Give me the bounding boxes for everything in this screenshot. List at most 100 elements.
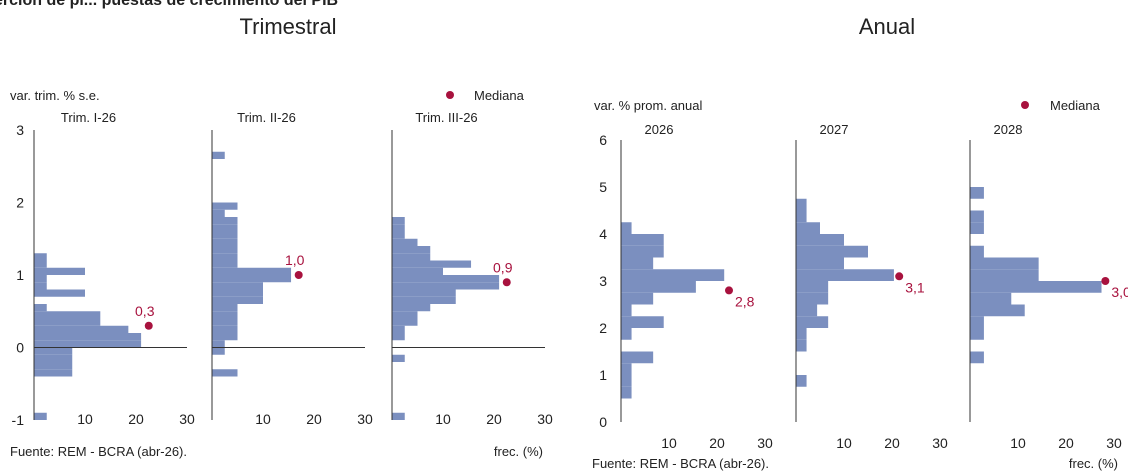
x-tick-label: 20 xyxy=(709,435,725,451)
x-tick-label: 10 xyxy=(77,411,93,427)
histogram-bar xyxy=(796,292,829,305)
x-tick-label: 30 xyxy=(757,435,773,451)
y-tick-label: 5 xyxy=(599,179,607,195)
histogram-bar xyxy=(796,257,844,270)
median-point xyxy=(294,271,303,279)
histogram-bar xyxy=(392,217,405,225)
y-tick-label: 6 xyxy=(599,132,607,148)
histogram-bar xyxy=(392,253,431,261)
histogram-bar xyxy=(212,296,263,304)
histogram-bar xyxy=(621,316,664,328)
histogram-bar xyxy=(970,245,984,258)
histogram-bar xyxy=(34,304,47,312)
histogram-bar xyxy=(34,275,47,283)
histogram-bar xyxy=(212,325,238,333)
histogram-bar xyxy=(212,340,225,348)
x-tick-label: 10 xyxy=(1010,435,1026,451)
x-tick-label: 30 xyxy=(932,435,948,451)
histogram-bar xyxy=(621,234,664,246)
histogram-bar xyxy=(970,328,984,340)
histogram-bar xyxy=(621,257,654,270)
histogram-bar xyxy=(212,217,238,225)
histogram-bar xyxy=(34,260,47,268)
histogram-bar xyxy=(34,267,85,275)
histogram-bar xyxy=(34,253,47,261)
histogram-bar xyxy=(970,351,984,364)
histogram-bar xyxy=(970,316,984,328)
median-label: 0,3 xyxy=(135,303,155,319)
x-tick-label: 30 xyxy=(357,411,373,427)
histogram-bar xyxy=(392,333,405,341)
y-tick-label: 3 xyxy=(16,122,24,138)
histogram-bar xyxy=(34,412,47,420)
panel-title: 2026 xyxy=(645,122,674,137)
y-tick-label: 2 xyxy=(599,320,607,336)
y-tick-label: 4 xyxy=(599,226,607,242)
y-tick-label: 0 xyxy=(599,414,607,430)
left-freq-label: frec. (%) xyxy=(494,444,543,459)
y-tick-label: 3 xyxy=(599,273,607,289)
histogram-bar xyxy=(621,328,632,340)
histogram-bar xyxy=(34,282,47,290)
histogram-bar xyxy=(212,231,238,239)
histogram-bar xyxy=(796,281,829,293)
x-tick-label: 30 xyxy=(1106,435,1122,451)
histogram-bar xyxy=(796,316,829,328)
histogram-bar xyxy=(621,269,725,281)
histogram-bar xyxy=(392,325,405,333)
histogram-bar xyxy=(621,281,696,293)
histogram-bar xyxy=(970,210,984,223)
histogram-bar xyxy=(796,328,807,340)
heading-trimestral: Trimestral xyxy=(240,14,337,39)
y-tick-label: -1 xyxy=(12,412,25,428)
histogram-bar xyxy=(392,246,431,254)
x-tick-label: 30 xyxy=(537,411,553,427)
histogram-bar xyxy=(796,375,807,387)
right-unit-label: var. % prom. anual xyxy=(594,98,702,113)
median-label: 3,1 xyxy=(905,279,925,295)
right-freq-label: frec. (%) xyxy=(1069,456,1118,471)
histogram-bar xyxy=(34,347,73,355)
histogram-bar xyxy=(392,304,431,312)
histogram-bar xyxy=(970,269,1039,281)
histogram-bar xyxy=(796,198,807,211)
panel-trim-i-26: Trim. I-26 10 20 30 0,3 xyxy=(33,110,195,427)
histogram-bar xyxy=(621,363,632,375)
x-tick-label: 10 xyxy=(435,411,451,427)
y-tick-label: 2 xyxy=(16,195,24,211)
x-tick-label: 20 xyxy=(486,411,502,427)
histogram-bar xyxy=(392,282,500,290)
heading-anual: Anual xyxy=(859,14,915,39)
histogram-bar xyxy=(212,246,238,254)
histogram-bar xyxy=(212,151,225,159)
histogram-bar xyxy=(392,412,405,420)
median-label: 3,0 xyxy=(1111,284,1128,300)
figure-title-cut: ercion de pl... puestas de crecimiento d… xyxy=(0,0,338,9)
histogram-bar xyxy=(34,369,73,377)
histogram-bar xyxy=(212,267,292,275)
histogram-bar xyxy=(970,304,1025,317)
y-tick-label: 0 xyxy=(16,340,24,356)
histogram-bar xyxy=(212,282,263,290)
histogram-bar xyxy=(796,304,818,317)
histogram-bar xyxy=(212,311,238,319)
right-legend-label: Mediana xyxy=(1050,98,1101,113)
histogram-bar xyxy=(621,375,632,387)
histogram-bar xyxy=(212,369,238,377)
panel-trim-ii-26: Trim. II-26 10 20 30 1,0 xyxy=(211,110,373,427)
median-label: 1,0 xyxy=(285,252,305,268)
histogram-bar xyxy=(621,222,632,234)
histogram-bar xyxy=(212,275,292,283)
x-tick-label: 20 xyxy=(128,411,144,427)
histogram-bar xyxy=(970,187,984,199)
histogram-bar xyxy=(212,202,238,210)
histogram-bar xyxy=(392,354,405,362)
histogram-bar xyxy=(796,234,844,246)
histogram-bar xyxy=(212,318,238,326)
x-tick-label: 20 xyxy=(1058,435,1074,451)
panel-title: Trim. I-26 xyxy=(61,110,116,125)
histogram-bar xyxy=(392,224,405,232)
panel-2026: 2026 10 20 30 2,8 xyxy=(620,122,773,451)
x-tick-label: 30 xyxy=(179,411,195,427)
x-tick-label: 10 xyxy=(836,435,852,451)
